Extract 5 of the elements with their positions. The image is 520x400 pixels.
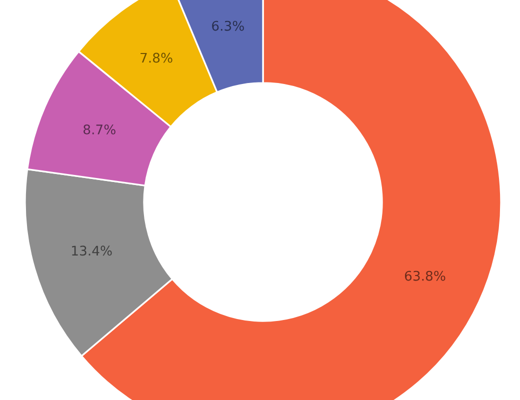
data-label: 13.4% (72, 246, 112, 256)
data-label: 7.8% (140, 52, 172, 63)
data-label: 6.3% (212, 20, 244, 31)
data-label: 8.7% (84, 124, 116, 134)
data-label: 63.8% (404, 270, 446, 281)
